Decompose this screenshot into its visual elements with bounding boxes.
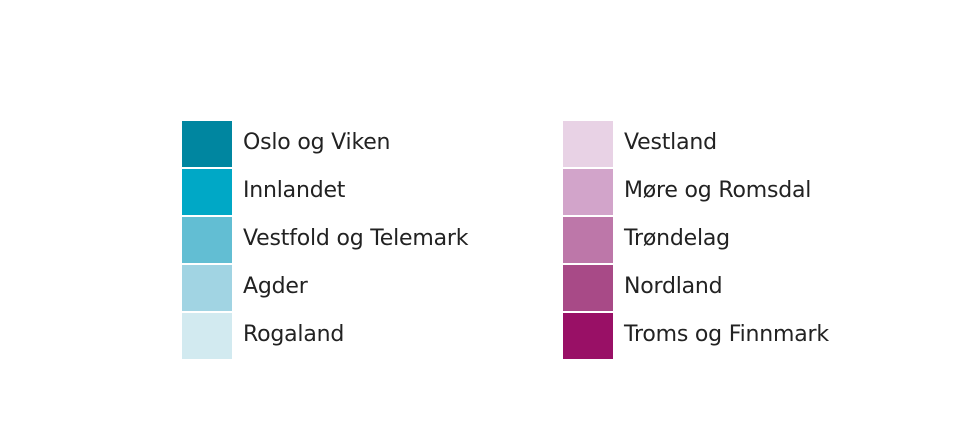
legend-item-more-og-romsdal: Møre og Romsdal (563, 169, 829, 217)
legend-swatch (563, 313, 613, 359)
legend-item-agder: Agder (182, 265, 468, 313)
legend-swatch (182, 169, 232, 215)
legend-item-vestfold-og-telemark: Vestfold og Telemark (182, 217, 468, 265)
legend-swatch (182, 217, 232, 263)
legend-item-trondelag: Trøndelag (563, 217, 829, 265)
legend-label: Trøndelag (624, 226, 730, 251)
legend-item-rogaland: Rogaland (182, 313, 468, 361)
legend-label: Rogaland (243, 322, 345, 347)
legend-item-nordland: Nordland (563, 265, 829, 313)
legend-label: Oslo og Viken (243, 130, 391, 155)
legend-item-vestland: Vestland (563, 121, 829, 169)
legend-label: Nordland (624, 274, 723, 299)
legend-item-troms-og-finnmark: Troms og Finnmark (563, 313, 829, 361)
legend-label: Agder (243, 274, 308, 299)
legend-column-left: Oslo og Viken Innlandet Vestfold og Tele… (182, 121, 468, 361)
legend-label: Troms og Finnmark (624, 322, 829, 347)
legend-swatch (563, 217, 613, 263)
legend-swatch (182, 265, 232, 311)
legend-label: Vestfold og Telemark (243, 226, 469, 251)
legend-swatch (563, 169, 613, 215)
legend-column-right: Vestland Møre og Romsdal Trøndelag Nordl… (563, 121, 829, 361)
legend-swatch (182, 313, 232, 359)
legend-swatch (563, 265, 613, 311)
legend-swatch (563, 121, 613, 167)
legend-label: Vestland (624, 130, 717, 155)
legend-swatch (182, 121, 232, 167)
legend-item-innlandet: Innlandet (182, 169, 468, 217)
legend-label: Møre og Romsdal (624, 178, 812, 203)
legend-label: Innlandet (243, 178, 346, 203)
legend-item-oslo-og-viken: Oslo og Viken (182, 121, 468, 169)
